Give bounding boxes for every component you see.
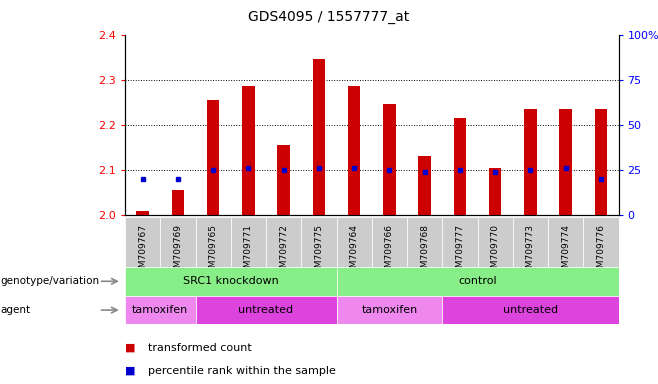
Bar (548, 217, 583, 267)
Text: untreated: untreated (503, 305, 558, 315)
Text: GSM709773: GSM709773 (526, 224, 535, 280)
Bar (278, 145, 290, 215)
Text: GSM709765: GSM709765 (209, 224, 218, 280)
Bar (442, 296, 619, 324)
Text: GSM709771: GSM709771 (244, 224, 253, 280)
Text: transformed count: transformed count (148, 343, 252, 353)
Text: GSM709769: GSM709769 (174, 224, 182, 280)
Text: GSM709768: GSM709768 (420, 224, 429, 280)
Bar (454, 118, 466, 215)
Bar (195, 217, 231, 267)
Bar (442, 217, 478, 267)
Text: GSM709764: GSM709764 (349, 224, 359, 279)
Bar (231, 217, 266, 267)
Bar (524, 109, 536, 215)
Text: GSM709767: GSM709767 (138, 224, 147, 280)
Text: agent: agent (1, 305, 31, 315)
Text: GSM709770: GSM709770 (491, 224, 499, 280)
Bar (266, 217, 301, 267)
Text: tamoxifen: tamoxifen (132, 305, 188, 315)
Bar (313, 60, 325, 215)
Text: GSM709775: GSM709775 (315, 224, 323, 280)
Bar (161, 217, 195, 267)
Bar (372, 217, 407, 267)
Text: control: control (458, 276, 497, 286)
Text: GSM709772: GSM709772 (279, 224, 288, 279)
Text: GDS4095 / 1557777_at: GDS4095 / 1557777_at (248, 10, 410, 23)
Bar (242, 86, 255, 215)
Bar (125, 267, 336, 296)
Bar (336, 217, 372, 267)
Text: genotype/variation: genotype/variation (1, 276, 100, 286)
Bar (207, 100, 219, 215)
Bar (478, 217, 513, 267)
Bar (583, 217, 619, 267)
Text: ■: ■ (125, 366, 136, 376)
Bar (383, 104, 395, 215)
Bar (513, 217, 548, 267)
Bar (418, 156, 431, 215)
Bar (136, 210, 149, 215)
Bar (301, 217, 336, 267)
Text: GSM709766: GSM709766 (385, 224, 394, 280)
Text: SRC1 knockdown: SRC1 knockdown (183, 276, 278, 286)
Bar (559, 109, 572, 215)
Bar (407, 217, 442, 267)
Text: GSM709777: GSM709777 (455, 224, 465, 280)
Text: GSM709776: GSM709776 (596, 224, 605, 280)
Bar (348, 86, 361, 215)
Text: percentile rank within the sample: percentile rank within the sample (148, 366, 336, 376)
Text: tamoxifen: tamoxifen (361, 305, 418, 315)
Text: untreated: untreated (238, 305, 293, 315)
Bar (489, 168, 501, 215)
Bar (595, 109, 607, 215)
Bar (125, 217, 161, 267)
Text: GSM709774: GSM709774 (561, 224, 570, 279)
Text: ■: ■ (125, 343, 136, 353)
Bar (125, 296, 195, 324)
Bar (336, 267, 619, 296)
Bar (172, 190, 184, 215)
Bar (336, 296, 442, 324)
Bar (195, 296, 336, 324)
